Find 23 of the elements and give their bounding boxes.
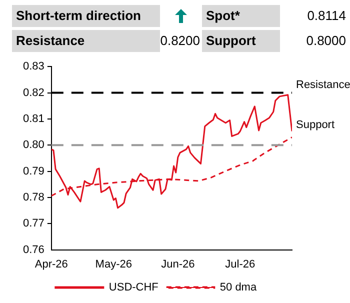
x-tick-label: Jun-26 (161, 258, 195, 270)
legend-label: 50 dma (220, 282, 258, 294)
ref-line-label: Resistance (296, 78, 350, 91)
ref-line-label: Support (296, 119, 335, 132)
text: Resistance (12, 30, 160, 52)
text: 0.8200 (160, 32, 200, 50)
x-tick-label: Apr-26 (34, 258, 68, 270)
text: 0.8000 (305, 32, 346, 50)
x-tick-label: Jul-26 (225, 258, 256, 270)
y-tick-label: 0.78 (22, 191, 44, 204)
y-tick-label: 0.76 (22, 244, 44, 256)
y-tick-label: 0.82 (22, 86, 44, 99)
text: Spot* (202, 5, 280, 27)
text: 0.8114 (306, 7, 346, 25)
y-tick-label: 0.77 (22, 218, 44, 230)
text: Support (202, 30, 280, 52)
x-tick-label: May-26 (95, 258, 132, 270)
y-tick-label: 0.80 (22, 139, 44, 152)
y-tick-label: 0.81 (22, 112, 44, 125)
legend-label: USD-CHF (108, 282, 159, 294)
text: Short-term direction (12, 5, 160, 27)
y-tick-label: 0.79 (22, 165, 44, 178)
y-tick-label: 0.83 (22, 60, 44, 73)
